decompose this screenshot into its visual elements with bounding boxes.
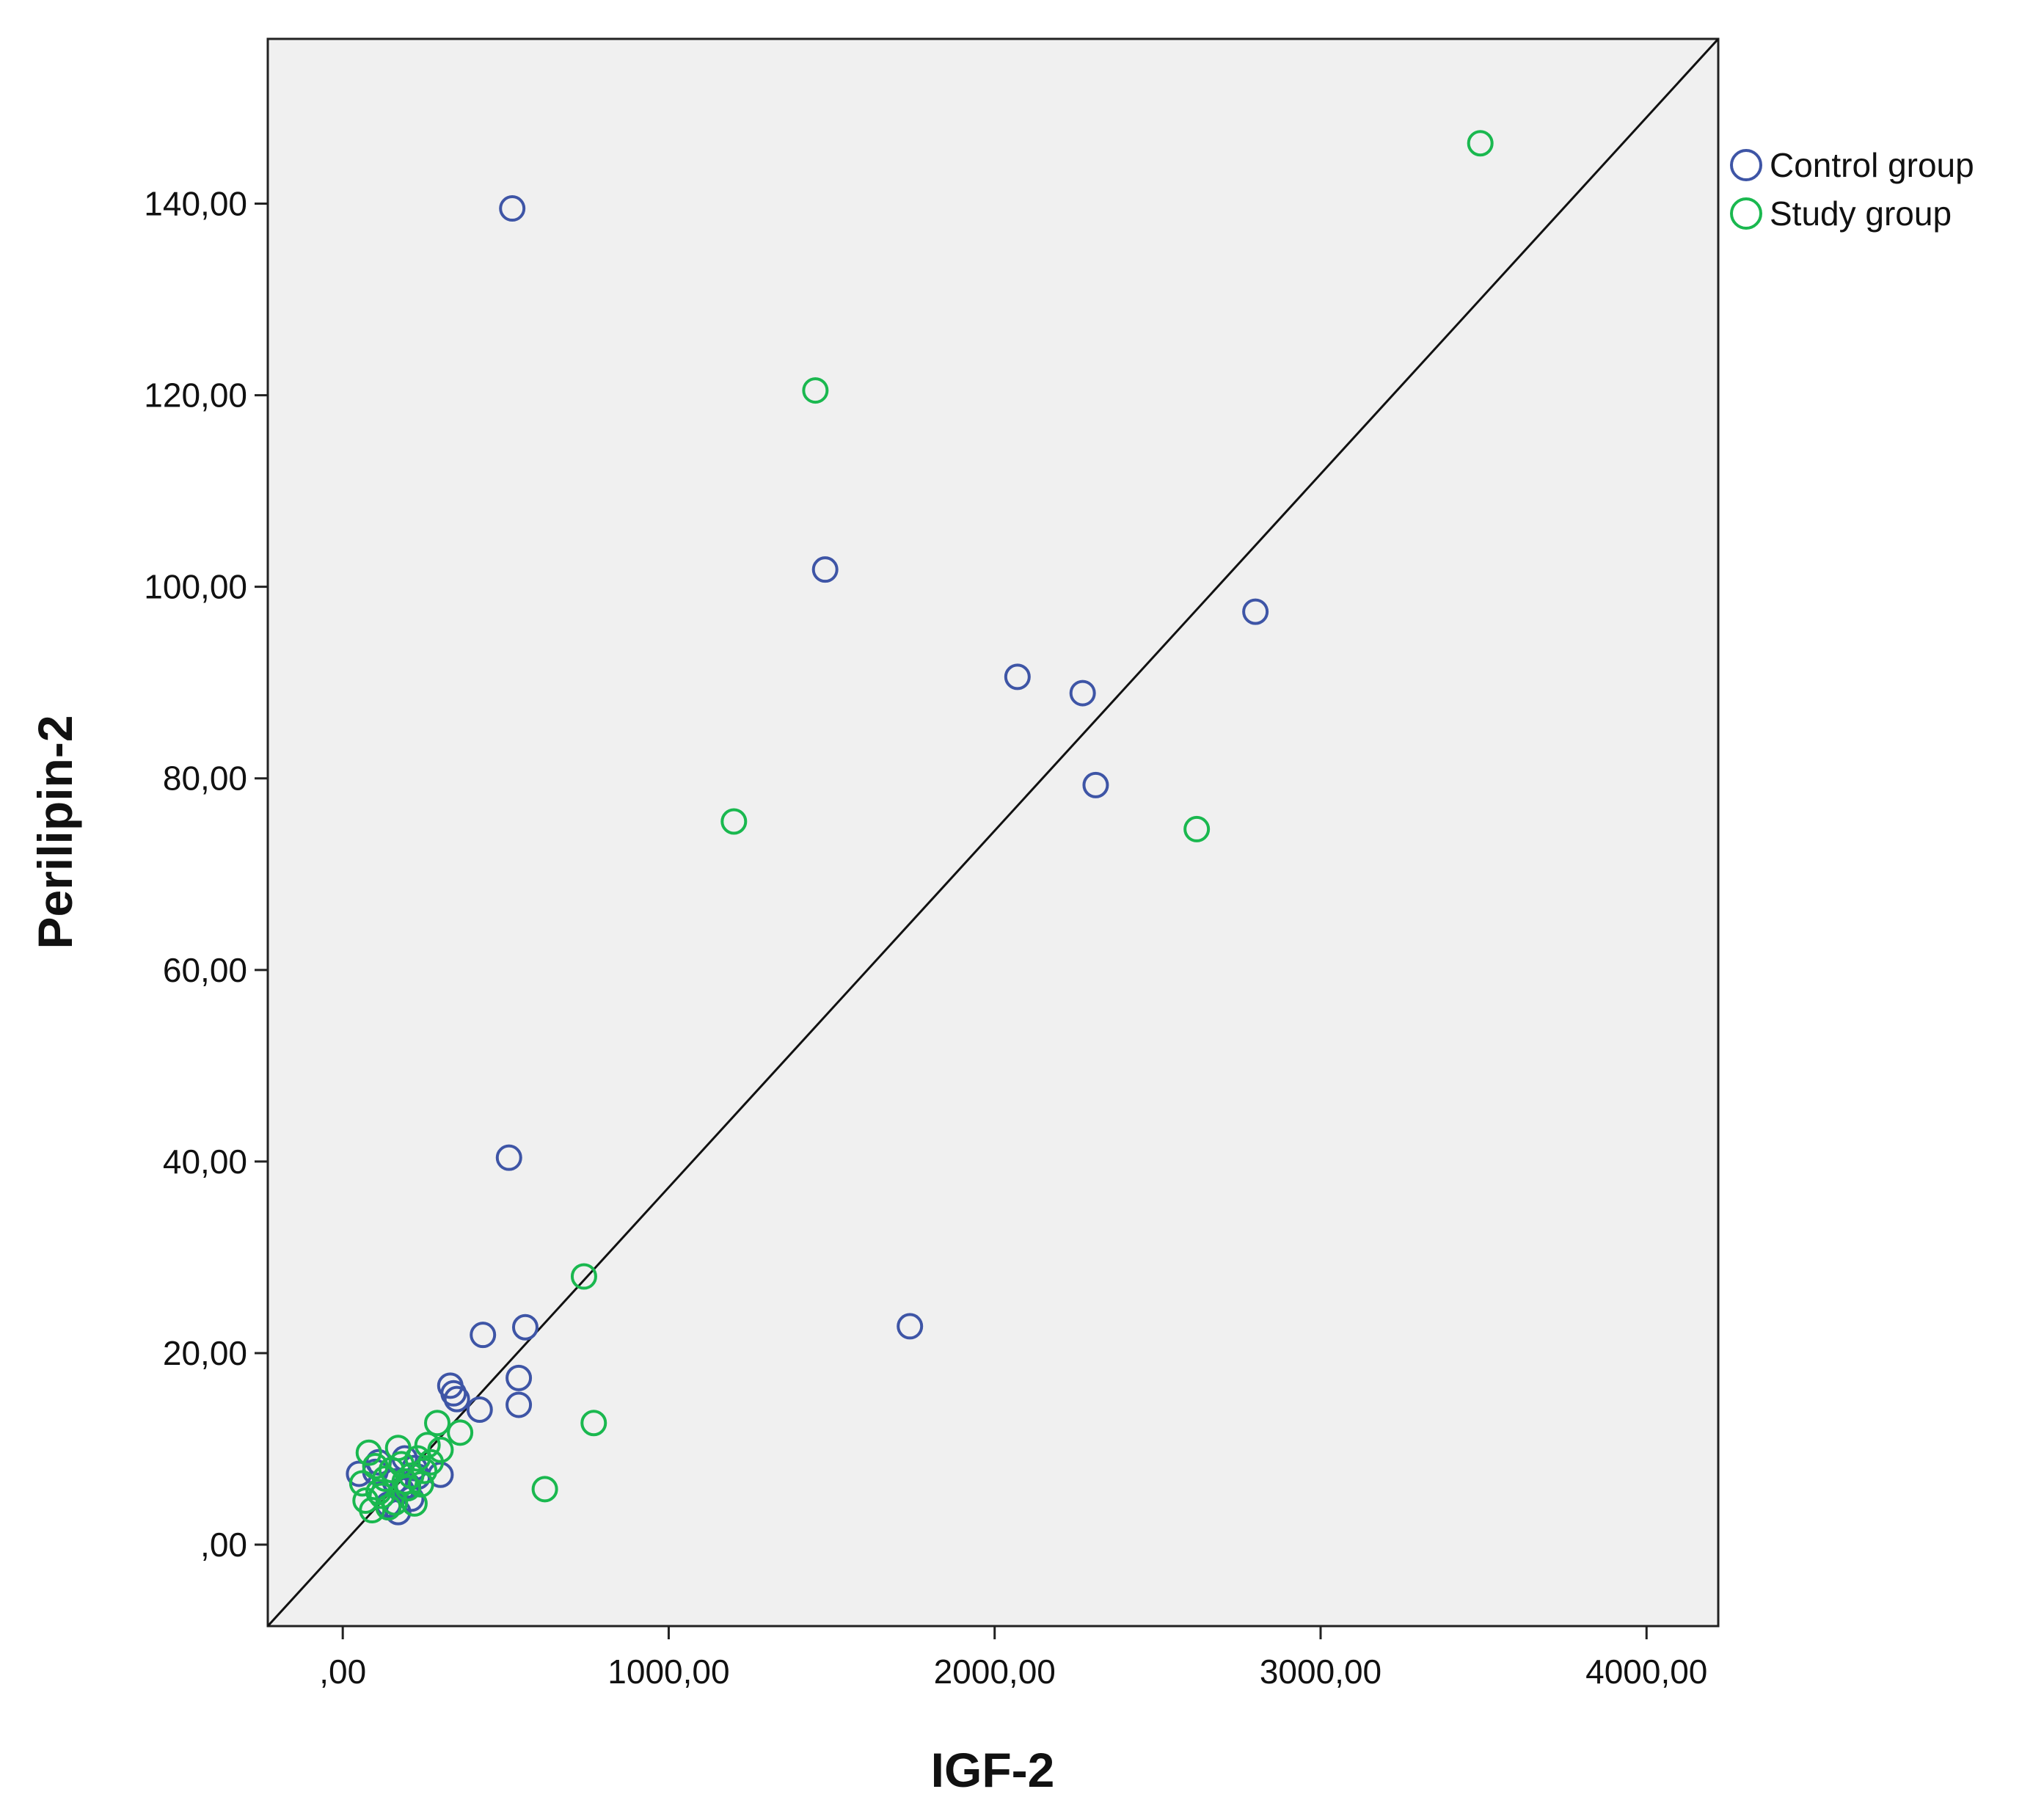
data-point	[1183, 815, 1211, 842]
x-axis-title: IGF-2	[931, 1743, 1055, 1797]
x-tick-label: 1000,00	[607, 1653, 729, 1691]
data-point	[1069, 679, 1096, 707]
legend-marker	[1730, 149, 1762, 181]
data-point	[1242, 598, 1269, 625]
data-point	[404, 1445, 431, 1472]
series-study-group	[348, 130, 1494, 1524]
legend: Control group Study group	[1730, 146, 1974, 233]
data-point	[417, 1449, 445, 1476]
y-tick-label: 140,00	[144, 185, 247, 223]
legend-marker	[1730, 197, 1762, 230]
legend-label: Control group	[1770, 146, 1974, 184]
y-tick-label: 100,00	[144, 568, 247, 606]
y-tick-label: 80,00	[163, 759, 247, 798]
data-point	[355, 1439, 382, 1466]
x-tick-label: ,00	[319, 1653, 366, 1691]
data-point	[499, 195, 526, 222]
data-point	[811, 556, 839, 583]
data-point	[1004, 663, 1031, 691]
data-point	[531, 1476, 558, 1503]
data-point	[362, 1453, 389, 1480]
data-point	[1467, 130, 1494, 157]
data-point	[424, 1410, 451, 1437]
legend-label: Study group	[1770, 194, 1952, 233]
data-point	[414, 1432, 441, 1459]
data-point	[505, 1364, 533, 1391]
data-point	[401, 1490, 428, 1517]
data-point	[391, 1468, 418, 1495]
y-tick-label: ,00	[200, 1526, 247, 1564]
data-point	[447, 1419, 474, 1446]
data-point	[580, 1410, 607, 1437]
x-tick-label: 3000,00	[1260, 1653, 1381, 1691]
data-point	[505, 1391, 533, 1418]
data-point	[466, 1396, 493, 1423]
data-point	[570, 1263, 597, 1290]
reference-line	[268, 39, 1718, 1626]
data-point	[511, 1313, 539, 1341]
data-point	[802, 377, 829, 404]
data-point	[1082, 771, 1109, 798]
data-point	[407, 1471, 434, 1498]
data-point	[470, 1322, 497, 1349]
data-point	[720, 808, 748, 835]
data-point	[440, 1380, 467, 1407]
data-point	[897, 1313, 924, 1340]
x-tick-label: 4000,00	[1585, 1653, 1707, 1691]
x-tick-label: 2000,00	[934, 1653, 1056, 1691]
data-point	[359, 1497, 386, 1524]
data-point	[495, 1144, 522, 1171]
y-tick-label: 20,00	[163, 1334, 247, 1372]
y-tick-label: 40,00	[163, 1143, 247, 1181]
data-point	[443, 1385, 470, 1413]
data-point	[365, 1479, 393, 1506]
y-axis-title: Perilipin-2	[28, 715, 82, 949]
y-tick-label: 60,00	[163, 951, 247, 989]
y-tick-label: 120,00	[144, 376, 247, 415]
data-point	[398, 1462, 425, 1490]
